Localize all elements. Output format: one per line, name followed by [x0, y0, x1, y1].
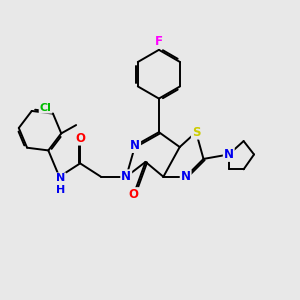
Text: N: N	[130, 139, 140, 152]
Text: Cl: Cl	[40, 103, 52, 113]
Text: S: S	[192, 126, 200, 139]
Text: F: F	[155, 35, 163, 48]
Text: O: O	[129, 188, 139, 201]
Text: N: N	[121, 170, 131, 183]
Text: N: N	[224, 148, 234, 161]
Text: N
H: N H	[56, 173, 65, 195]
Text: N: N	[181, 170, 191, 183]
Text: O: O	[75, 132, 85, 145]
